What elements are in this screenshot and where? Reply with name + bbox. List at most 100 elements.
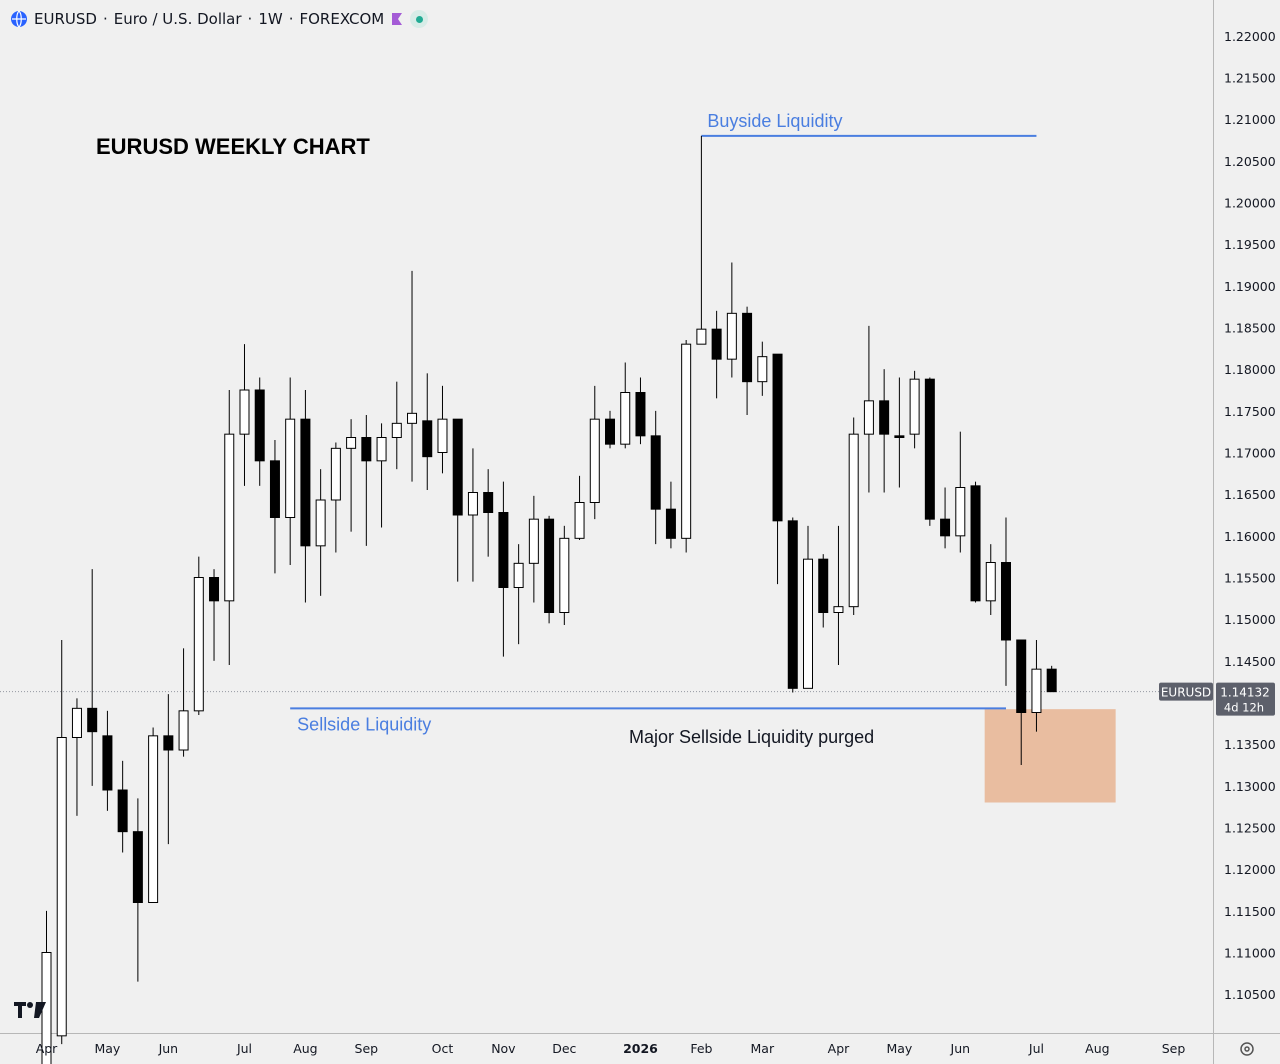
candle-up[interactable] [407, 412, 418, 424]
price-tick-label: 1.17500 [1224, 404, 1276, 419]
candle-down[interactable] [132, 831, 143, 904]
candle-down[interactable] [117, 789, 128, 833]
candle-up[interactable] [955, 487, 966, 537]
time-tick-label: Jun [950, 1041, 971, 1056]
candle-down[interactable] [209, 577, 220, 602]
time-tick-label: 2026 [623, 1041, 658, 1056]
candle-up[interactable] [620, 392, 631, 445]
candle-down[interactable] [422, 420, 433, 458]
candle-up[interactable] [330, 447, 341, 501]
candle-down[interactable] [940, 518, 951, 537]
candle-down[interactable] [1016, 639, 1027, 713]
candle-up[interactable] [726, 312, 737, 360]
candle-up[interactable] [1031, 668, 1042, 714]
candle-up[interactable] [239, 389, 250, 435]
candle-up[interactable] [193, 577, 204, 712]
price-tick-label: 1.15500 [1224, 571, 1276, 586]
candle-up[interactable] [528, 518, 539, 564]
candle-up[interactable] [833, 606, 844, 614]
candle-down[interactable] [254, 389, 265, 462]
candle-up[interactable] [803, 558, 813, 689]
price-tick-label: 1.11500 [1224, 904, 1276, 919]
symbol-name[interactable]: EURUSD [34, 10, 97, 28]
candle-down[interactable] [483, 492, 494, 513]
candle-down[interactable] [787, 520, 798, 689]
candle-up[interactable] [757, 356, 768, 383]
candle-up[interactable] [848, 433, 859, 608]
tradingview-logo[interactable] [14, 1000, 48, 1020]
candle-up[interactable] [513, 562, 524, 588]
candle-down[interactable] [269, 460, 280, 519]
candle-up[interactable] [589, 418, 600, 503]
symbol-price-badge [1159, 682, 1213, 701]
candle-up[interactable] [178, 710, 189, 751]
price-tick-label: 1.10500 [1224, 987, 1276, 1002]
price-tick-label: 1.14500 [1224, 654, 1276, 669]
candle-up[interactable] [285, 418, 296, 518]
time-tick-label: May [886, 1041, 912, 1056]
candle-down[interactable] [544, 518, 555, 614]
candle-up[interactable] [574, 502, 585, 539]
purged-liquidity-label: Major Sellside Liquidity purged [629, 727, 874, 747]
candle-down[interactable] [1046, 668, 1057, 693]
settings-gear-icon[interactable] [1238, 1040, 1256, 1058]
time-tick-label: Aug [1085, 1041, 1109, 1056]
candle-up[interactable] [909, 378, 920, 435]
candle-down[interactable] [650, 435, 661, 510]
candle-down[interactable] [102, 735, 113, 791]
candle-down[interactable] [894, 435, 905, 439]
candle-down[interactable] [970, 485, 981, 602]
candle-down[interactable] [300, 418, 311, 547]
chart-title: EURUSD WEEKLY CHART [96, 134, 370, 159]
price-tick-label: 1.12500 [1224, 821, 1276, 836]
time-tick-label: Apr [828, 1041, 850, 1056]
candle-up[interactable] [559, 537, 570, 613]
flag-icon[interactable] [390, 12, 404, 26]
candle-up[interactable] [467, 492, 478, 516]
candle-up[interactable] [985, 562, 996, 602]
time-tick-label: Aug [293, 1041, 317, 1056]
candle-up[interactable] [681, 343, 692, 539]
candle-up[interactable] [148, 735, 159, 903]
candle-down[interactable] [772, 353, 783, 522]
interval-label[interactable]: 1W [258, 10, 283, 28]
candle-up[interactable] [315, 499, 326, 547]
candle-down[interactable] [665, 508, 676, 539]
price-tick-label: 1.20500 [1224, 154, 1276, 169]
candle-down[interactable] [87, 707, 98, 733]
current-price-badge [1216, 682, 1275, 716]
time-tick-label: Jul [1028, 1041, 1044, 1056]
candle-down[interactable] [452, 418, 463, 516]
time-tick-label: Jul [236, 1041, 252, 1056]
candle-up[interactable] [71, 707, 82, 738]
candle-up[interactable] [224, 433, 235, 602]
candle-down[interactable] [163, 735, 174, 751]
candle-up[interactable] [56, 737, 67, 1037]
candle-up[interactable] [376, 437, 387, 462]
time-tick-label: Sep [355, 1041, 379, 1056]
candle-down[interactable] [924, 378, 935, 520]
time-tick-label: May [94, 1041, 120, 1056]
market-open-dot-icon[interactable] [410, 10, 429, 28]
candle-down[interactable] [742, 312, 753, 383]
candle-up[interactable] [391, 422, 402, 439]
time-tick-label: Feb [690, 1041, 712, 1056]
price-axis-panel[interactable] [1213, 0, 1280, 1064]
candle-down[interactable] [711, 328, 722, 360]
time-tick-label: Oct [432, 1041, 454, 1056]
price-tick-label: 1.19000 [1224, 279, 1276, 294]
candle-up[interactable] [41, 952, 52, 1064]
candle-down[interactable] [635, 392, 646, 437]
chart-header[interactable]: EURUSD · Euro / U.S. Dollar · 1W · FOREX… [10, 8, 429, 30]
candle-up[interactable] [437, 418, 448, 453]
candle-down[interactable] [605, 418, 616, 445]
candle-down[interactable] [1000, 562, 1011, 641]
candle-down[interactable] [361, 437, 372, 462]
candle-down[interactable] [498, 512, 509, 588]
candle-down[interactable] [879, 400, 890, 435]
candle-up[interactable] [346, 437, 357, 449]
candle-up[interactable] [863, 400, 874, 435]
candle-down[interactable] [818, 558, 829, 614]
candle-up[interactable] [696, 328, 707, 345]
